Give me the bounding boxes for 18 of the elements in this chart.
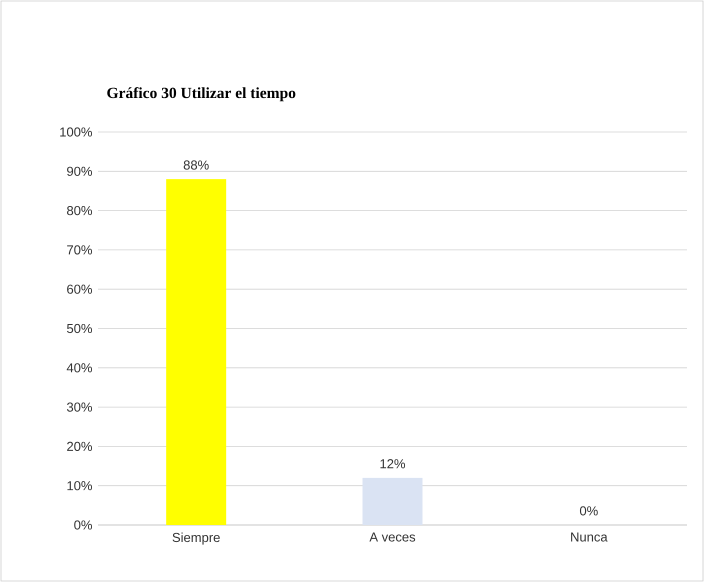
y-tick-label: 70% (67, 245, 92, 254)
x-tick-label: Siempre (172, 532, 220, 545)
y-tick-label: 20% (67, 442, 92, 451)
y-tick-label: 90% (67, 166, 92, 176)
y-tick-label: 30% (66, 402, 92, 412)
y-tick-label: 40% (66, 363, 92, 372)
data-label: 88% (184, 160, 209, 170)
y-tick-label: 10% (67, 481, 92, 490)
y-tick-label: 50% (66, 324, 92, 334)
y-tick-label: 80% (67, 206, 92, 216)
data-label: 12% (380, 459, 406, 468)
x-tick-label: Nunca (571, 532, 608, 542)
x-tick-label: A veces (369, 532, 416, 542)
y-tick-label: 0% (74, 520, 92, 530)
data-label: 0% (580, 506, 598, 516)
chart-title: Gráfico 30 Utilizar el tiempo (107, 87, 296, 102)
y-tick-label: 100% (60, 127, 92, 137)
y-tick-label: 60% (67, 284, 92, 294)
